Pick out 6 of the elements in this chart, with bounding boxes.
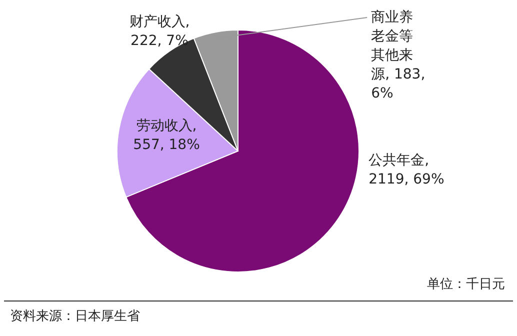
slice-label: 商业养老金等其他来源, 183, 6%	[371, 10, 426, 102]
text: 单位：千日元	[427, 277, 505, 292]
slice-label: 劳动收入, 557, 18%	[133, 118, 200, 154]
slice-label: 公共年金, 2119, 69%	[368, 152, 444, 188]
text: 资料来源：日本厚生省	[10, 309, 140, 324]
slice-label: 财产收入, 222, 7%	[129, 14, 190, 50]
